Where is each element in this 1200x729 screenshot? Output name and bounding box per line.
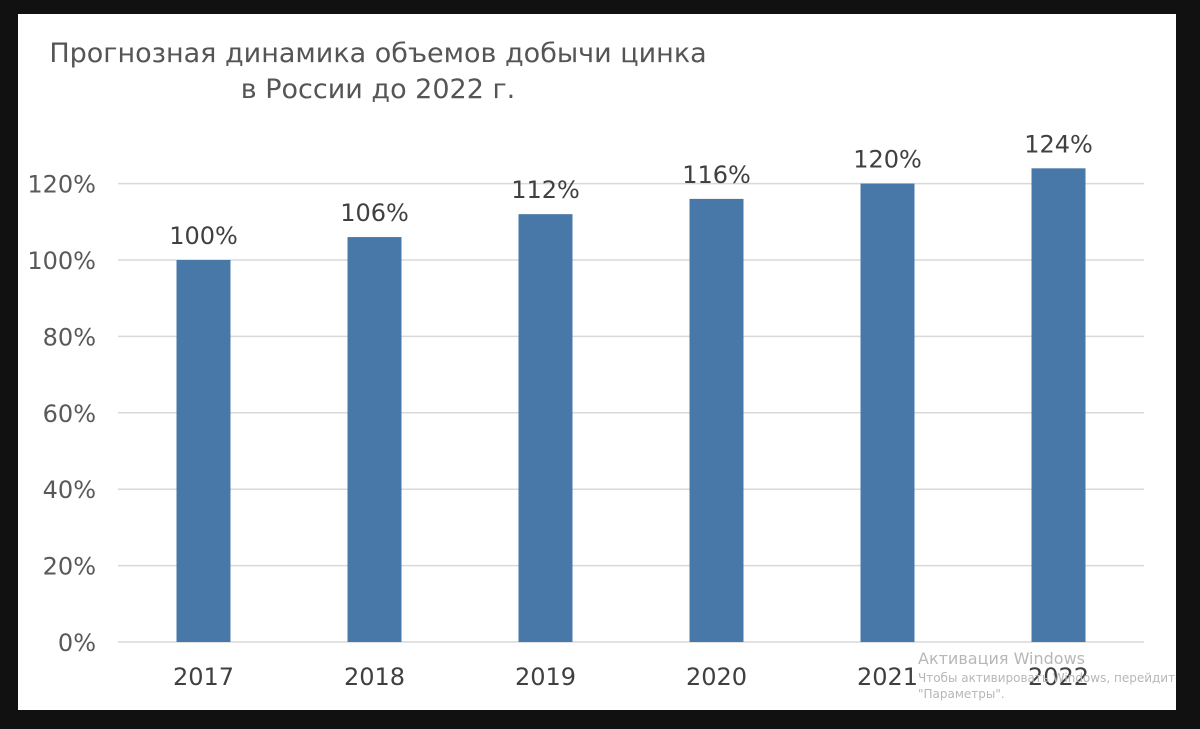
data-label: 106% [340, 199, 409, 227]
data-label: 120% [853, 146, 922, 174]
bars: 100% 106% 112% 116% 120% 124% [169, 130, 1093, 642]
y-tick-label: 60% [43, 400, 96, 428]
bar [518, 214, 573, 642]
y-tick-label: 100% [27, 247, 96, 275]
y-tick-label: 20% [43, 553, 96, 581]
x-axis-ticks: 2017 2018 2019 2020 2021 2022 [173, 663, 1089, 691]
data-label: 124% [1024, 130, 1093, 158]
y-tick-label: 120% [27, 171, 96, 199]
watermark-line-2: "Параметры". [918, 687, 1005, 701]
x-tick-label: 2018 [344, 663, 405, 691]
data-label: 116% [682, 161, 751, 189]
y-tick-label: 0% [58, 629, 96, 657]
x-tick-label: 2022 [1028, 663, 1089, 691]
bar [1031, 168, 1086, 642]
x-tick-label: 2021 [857, 663, 918, 691]
bar [689, 198, 744, 642]
watermark-line-1: Чтобы активировать Windows, перейдите [918, 671, 1176, 685]
bar [347, 237, 402, 642]
bar [860, 183, 915, 642]
gridlines [118, 182, 1144, 643]
data-label: 100% [169, 222, 238, 250]
chart-title: Прогнозная динамика объемов добычи цинка… [18, 36, 738, 109]
chart-frame: Прогнозная динамика объемов добычи цинка… [18, 14, 1176, 710]
bar-chart: 0%20%40%60%80%100%120% 100%106%112%116%1… [27, 130, 1144, 691]
chart-title-line-2: в России до 2022 г. [240, 74, 516, 106]
watermark-title: Активация Windows [918, 649, 1085, 668]
y-tick-label: 40% [43, 476, 96, 504]
y-tick-label: 80% [43, 323, 96, 351]
data-label: 112% [511, 176, 580, 204]
windows-activation-watermark: Активация Windows Чтобы активировать Win… [918, 648, 1176, 702]
y-axis-ticks: 0% 20% 40% 60% 80% 100% 120% [27, 171, 96, 657]
x-tick-label: 2020 [686, 663, 747, 691]
x-tick-label: 2017 [173, 663, 234, 691]
x-tick-label: 2019 [515, 663, 576, 691]
bar [176, 260, 231, 642]
chart-title-line-1: Прогнозная динамика объемов добычи цинка [49, 38, 707, 69]
